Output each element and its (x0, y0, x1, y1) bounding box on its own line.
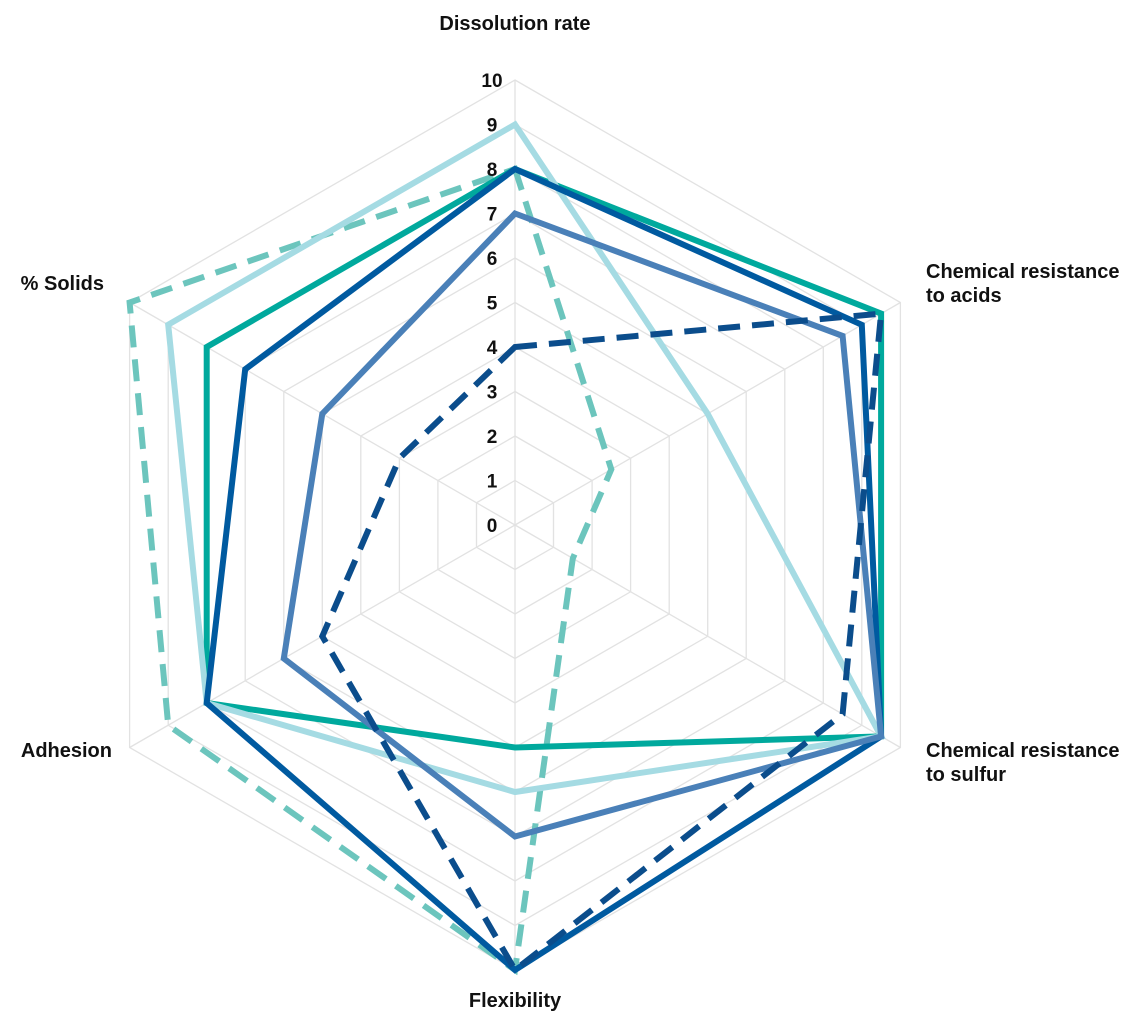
radial-tick-label: 7 (487, 205, 498, 226)
radial-tick-label: 5 (487, 294, 498, 315)
series-line-3 (165, 120, 886, 796)
axis-label: Adhesion (21, 740, 112, 762)
radial-tick-label: 9 (487, 116, 498, 137)
radar-series (126, 120, 886, 976)
axis-label: Chemical resistance to acids (926, 261, 1119, 307)
series-line-4 (203, 165, 885, 974)
radial-tick-label: 0 (487, 516, 498, 537)
series-line-1 (126, 165, 615, 976)
radial-tick-label: 4 (487, 338, 498, 359)
series-line-2 (203, 165, 885, 751)
axis-label: % Solids (21, 273, 104, 295)
axis-label: Dissolution rate (439, 13, 590, 35)
radial-tick-label: 10 (481, 71, 502, 92)
radial-tick-label: 3 (487, 383, 498, 404)
radial-tick-label: 8 (487, 160, 498, 181)
series-line-5 (280, 210, 885, 840)
axis-spoke (514, 524, 901, 749)
axis-label: Chemical resistance to sulfur (926, 740, 1119, 786)
radial-tick-labels: 0 1 2 3 4 5 6 7 8 9 10 (481, 71, 502, 537)
radial-tick-label: 2 (487, 427, 498, 448)
axis-labels: Dissolution rate Chemical resistance to ac… (21, 13, 1120, 1012)
radial-tick-label: 6 (487, 249, 498, 270)
series-line-6 (318, 310, 885, 975)
axis-label: Flexibility (469, 990, 562, 1012)
radial-tick-label: 1 (487, 472, 498, 493)
